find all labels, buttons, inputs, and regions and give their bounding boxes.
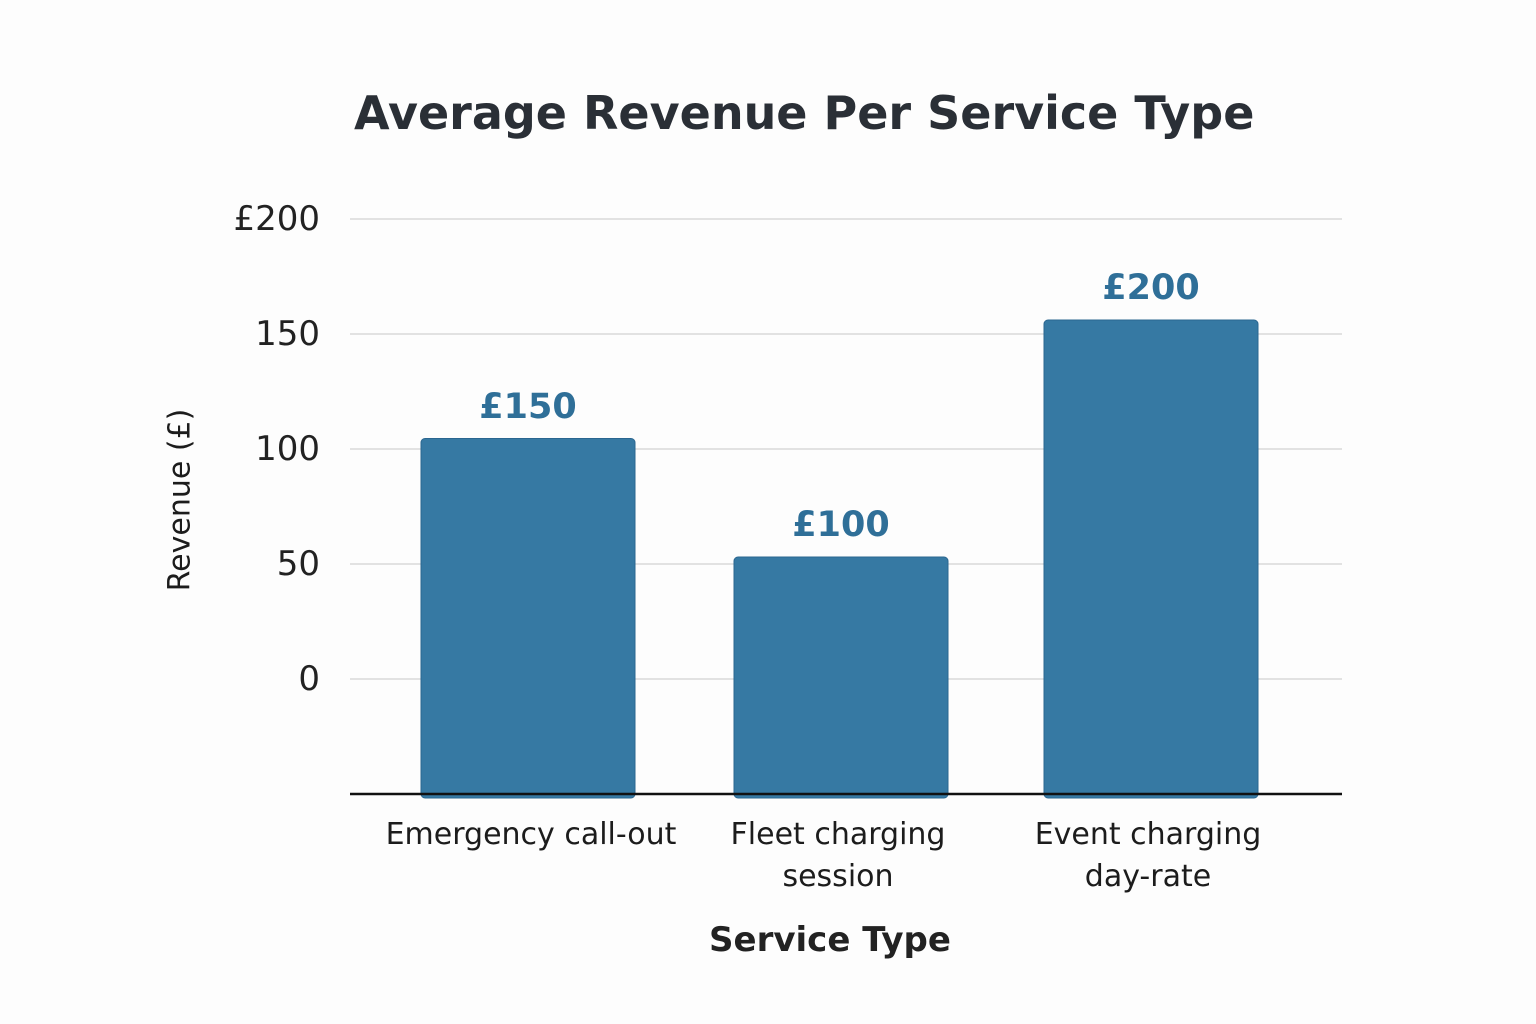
chart-title: Average Revenue Per Service Type — [354, 86, 1255, 140]
bar — [420, 438, 636, 799]
x-tick-label: Fleet charging session — [730, 817, 946, 894]
bar — [733, 556, 949, 799]
x-axis-label: Service Type — [709, 920, 951, 960]
data-label: £150 — [479, 386, 577, 427]
y-tick-label: 150 — [255, 314, 320, 354]
x-tick-label: Emergency call-out — [385, 817, 677, 852]
y-tick-label: 100 — [255, 429, 320, 469]
y-tick-label: 50 — [276, 544, 320, 584]
data-label: £100 — [792, 505, 890, 545]
x-tick-label: Event charging day-rate — [1034, 817, 1262, 894]
y-tick-label: £200 — [233, 199, 320, 239]
bar — [1043, 319, 1259, 799]
data-label: £200 — [1102, 268, 1200, 308]
y-tick-label: 0 — [298, 659, 320, 699]
